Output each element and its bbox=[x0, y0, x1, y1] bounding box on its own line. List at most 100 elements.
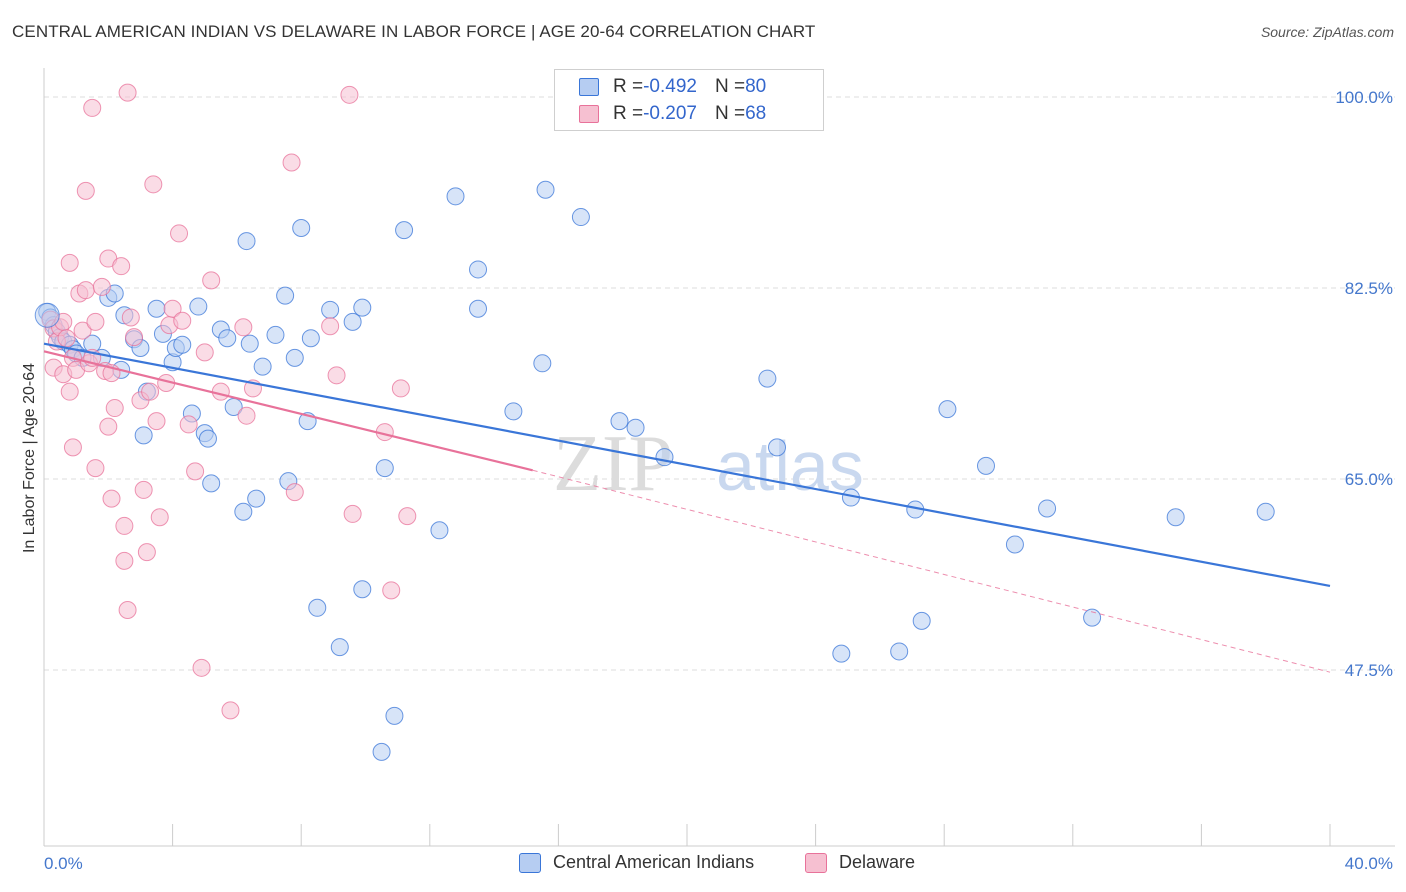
trend-line-central-american-indians bbox=[43, 342, 1331, 588]
point-delaware bbox=[63, 438, 82, 457]
point-delaware bbox=[211, 382, 230, 401]
point-delaware bbox=[92, 277, 111, 296]
point-central-american-indians bbox=[202, 474, 221, 493]
point-delaware bbox=[141, 382, 160, 401]
series-swatch-pink bbox=[805, 852, 827, 873]
point-delaware bbox=[121, 308, 140, 327]
point-central-american-indians bbox=[343, 312, 362, 331]
point-central-american-indians bbox=[504, 402, 523, 421]
point-delaware bbox=[340, 85, 359, 104]
point-delaware bbox=[234, 318, 253, 337]
point-delaware bbox=[118, 83, 137, 102]
legend-swatch-blue bbox=[579, 78, 599, 96]
point-delaware bbox=[321, 317, 340, 336]
point-central-american-indians bbox=[610, 412, 629, 431]
legend-swatch-pink bbox=[579, 105, 599, 123]
point-delaware bbox=[118, 600, 137, 619]
point-central-american-indians bbox=[1005, 535, 1024, 554]
point-delaware bbox=[137, 543, 156, 562]
point-delaware bbox=[391, 379, 410, 398]
point-central-american-indians bbox=[1256, 502, 1275, 521]
point-central-american-indians bbox=[173, 335, 192, 354]
point-central-american-indians bbox=[976, 456, 995, 475]
point-delaware bbox=[115, 551, 134, 570]
point-central-american-indians bbox=[533, 354, 552, 373]
point-central-american-indians bbox=[385, 706, 404, 725]
legend-n-value: 68 bbox=[745, 103, 767, 124]
point-delaware bbox=[237, 406, 256, 425]
point-delaware bbox=[170, 224, 189, 243]
point-central-american-indians bbox=[1166, 508, 1185, 527]
trend-layer bbox=[43, 342, 1331, 673]
series-swatch-blue bbox=[519, 852, 541, 873]
point-delaware bbox=[73, 321, 92, 340]
point-central-american-indians bbox=[372, 742, 391, 761]
point-delaware bbox=[343, 504, 362, 523]
point-delaware bbox=[186, 462, 205, 481]
point-delaware bbox=[105, 399, 124, 418]
axes-layer bbox=[43, 68, 1395, 847]
point-delaware bbox=[398, 507, 417, 526]
point-central-american-indians bbox=[768, 438, 787, 457]
chart-source: Source: ZipAtlas.com bbox=[1260, 24, 1394, 40]
series-label: Central American Indians bbox=[553, 852, 755, 872]
trend-extension-delaware bbox=[532, 469, 1331, 673]
point-central-american-indians bbox=[189, 297, 208, 316]
point-delaware bbox=[221, 701, 240, 720]
point-central-american-indians bbox=[655, 448, 674, 467]
point-delaware bbox=[125, 328, 144, 347]
x-tick-label: 40.0% bbox=[1345, 854, 1393, 873]
point-central-american-indians bbox=[240, 334, 259, 353]
point-delaware bbox=[195, 343, 214, 362]
points-layer bbox=[34, 83, 1275, 761]
legend-row-delaware: R = -0.207 N = 68 bbox=[555, 101, 766, 127]
series-label: Delaware bbox=[839, 852, 916, 872]
point-central-american-indians bbox=[912, 611, 931, 630]
y-tick-label: 100.0% bbox=[1335, 88, 1393, 107]
point-cluster-central-american-indians bbox=[34, 302, 60, 328]
chart-title: CENTRAL AMERICAN INDIAN VS DELAWARE IN L… bbox=[12, 22, 816, 41]
point-delaware bbox=[150, 508, 169, 527]
point-central-american-indians bbox=[234, 502, 253, 521]
correlation-legend: R = -0.492 N = 80 R = -0.207 N = 68 bbox=[554, 69, 824, 131]
point-central-american-indians bbox=[626, 418, 645, 437]
point-delaware bbox=[60, 253, 79, 272]
watermark-zip: ZIP bbox=[553, 420, 673, 508]
point-delaware bbox=[179, 415, 198, 434]
point-delaware bbox=[144, 175, 163, 194]
series-legend: Central American Indians Delaware bbox=[0, 852, 1406, 876]
point-central-american-indians bbox=[247, 489, 266, 508]
point-delaware bbox=[76, 181, 95, 200]
point-delaware bbox=[112, 257, 131, 276]
labels-layer: 100.0% 82.5% 65.0% 47.5% 0.0% 40.0% In Labor F… bbox=[21, 88, 1393, 873]
legend-r-label: R = bbox=[613, 103, 644, 124]
point-central-american-indians bbox=[938, 400, 957, 419]
legend-n-label: N = bbox=[714, 76, 746, 97]
point-delaware bbox=[285, 483, 304, 502]
legend-r-value: -0.207 bbox=[643, 103, 697, 124]
legend-r-value: -0.492 bbox=[643, 76, 697, 97]
point-central-american-indians bbox=[446, 187, 465, 206]
y-tick-label: 82.5% bbox=[1345, 279, 1393, 298]
point-central-american-indians bbox=[237, 232, 256, 251]
watermark-atlas: atlas bbox=[716, 427, 864, 505]
point-central-american-indians bbox=[147, 299, 166, 318]
point-delaware bbox=[147, 412, 166, 431]
point-delaware bbox=[382, 581, 401, 600]
point-central-american-indians bbox=[198, 429, 217, 448]
point-central-american-indians bbox=[469, 299, 488, 318]
point-central-american-indians bbox=[832, 644, 851, 663]
point-delaware bbox=[202, 271, 221, 290]
point-delaware bbox=[134, 480, 153, 499]
point-delaware bbox=[83, 98, 102, 117]
point-central-american-indians bbox=[1038, 499, 1057, 518]
point-central-american-indians bbox=[890, 642, 909, 661]
point-delaware bbox=[282, 153, 301, 172]
point-central-american-indians bbox=[758, 369, 777, 388]
point-central-american-indians bbox=[536, 180, 555, 199]
point-central-american-indians bbox=[430, 521, 449, 540]
point-central-american-indians bbox=[330, 638, 349, 657]
point-central-american-indians bbox=[301, 329, 320, 348]
point-delaware bbox=[327, 366, 346, 385]
